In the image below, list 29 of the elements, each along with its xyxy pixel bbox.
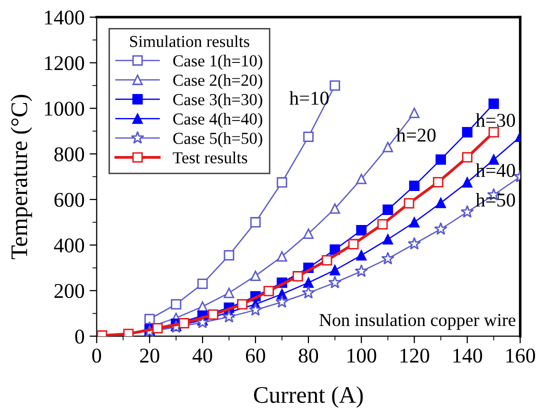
legend-label: Case 1(h=10) (173, 54, 262, 70)
legend-label: Case 2(h=20) (173, 74, 262, 90)
legend-label: Test results (172, 152, 248, 164)
x-tick-label: 20 (140, 348, 160, 363)
x-tick-label: 100 (348, 348, 376, 363)
x-tick-label: 40 (192, 348, 212, 363)
x-axis-title: Current (A) (254, 386, 363, 408)
legend-label: Case 3(h=30) (173, 94, 262, 109)
annotation: h=20 (396, 128, 436, 142)
y-tick-label: 1000 (45, 102, 84, 116)
y-tick-label: 400 (54, 238, 84, 252)
x-tick-label: 60 (246, 348, 266, 363)
legend-label: Case 5(h=50) (173, 132, 262, 148)
x-tick-label: 120 (400, 348, 430, 363)
annotation: Non insulation copper wire (319, 313, 516, 330)
y-tick-label: 800 (54, 147, 84, 162)
x-tick-label: 140 (453, 348, 482, 363)
legend-label: Case 4(h=40) (173, 112, 262, 128)
annotation: h=10 (289, 91, 329, 105)
y-tick-label: 200 (54, 284, 84, 298)
x-tick-label: 0 (92, 348, 102, 363)
y-tick-label: 1400 (45, 10, 84, 25)
y-axis-title: Temperature (°C) (10, 94, 32, 260)
legend-title: Simulation results (130, 35, 250, 48)
y-tick-label: 600 (54, 192, 84, 207)
x-tick-label: 160 (506, 348, 536, 363)
y-tick-label: 1200 (45, 56, 84, 70)
y-tick-label: 0 (75, 330, 84, 344)
x-tick-label: 80 (298, 348, 318, 363)
